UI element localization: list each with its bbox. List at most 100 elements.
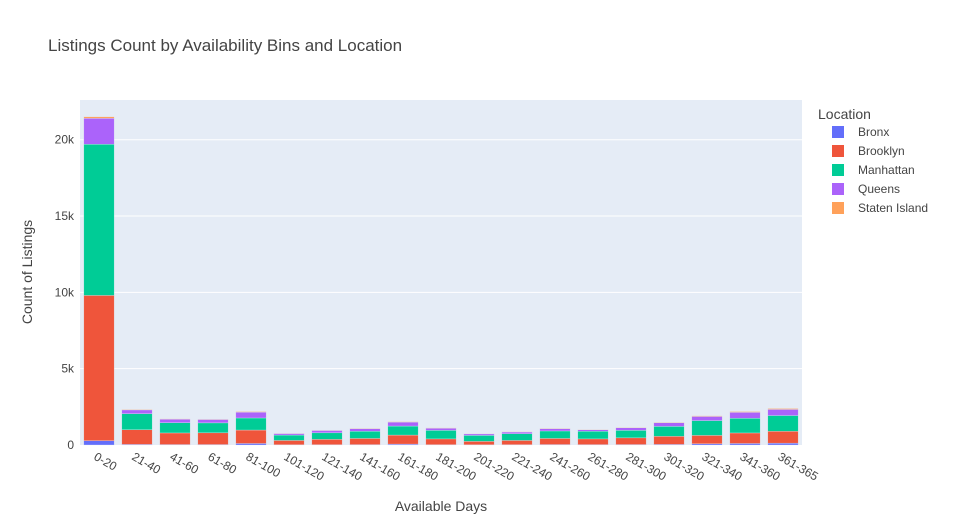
- bar-staten-island-81-100[interactable]: [236, 412, 266, 413]
- bar-queens-281-300[interactable]: [616, 428, 646, 431]
- bar-brooklyn-181-200[interactable]: [426, 439, 456, 445]
- bar-manhattan-161-180[interactable]: [388, 426, 418, 435]
- bar-manhattan-261-280[interactable]: [578, 431, 608, 439]
- x-tick-label: 161-180: [396, 449, 441, 483]
- bar-staten-island-0-20[interactable]: [84, 117, 114, 119]
- bar-queens-221-240[interactable]: [502, 432, 532, 434]
- bar-queens-241-260[interactable]: [540, 429, 570, 431]
- bar-manhattan-321-340[interactable]: [692, 421, 722, 436]
- x-tick-label: 301-320: [662, 449, 707, 483]
- bar-manhattan-341-360[interactable]: [730, 418, 760, 433]
- bar-brooklyn-261-280[interactable]: [578, 439, 608, 445]
- y-tick-label: 20k: [55, 133, 75, 147]
- legend-title: Location: [818, 106, 871, 122]
- bar-queens-181-200[interactable]: [426, 428, 456, 430]
- legend-swatch[interactable]: [832, 183, 844, 195]
- bar-queens-341-360[interactable]: [730, 412, 760, 418]
- bar-manhattan-121-140[interactable]: [312, 433, 342, 440]
- x-tick-label: 61-80: [206, 449, 240, 477]
- legend-item[interactable]: Queens: [858, 182, 900, 196]
- bar-brooklyn-301-320[interactable]: [654, 436, 684, 444]
- bar-manhattan-201-220[interactable]: [464, 435, 494, 441]
- bar-brooklyn-341-360[interactable]: [730, 433, 760, 444]
- x-tick-label: 321-340: [700, 449, 745, 483]
- x-tick-label: 201-220: [472, 449, 517, 483]
- x-tick-label: 0-20: [92, 449, 120, 473]
- bar-queens-41-60[interactable]: [160, 419, 190, 423]
- legend-swatch[interactable]: [832, 202, 844, 214]
- legend-item[interactable]: Brooklyn: [858, 144, 905, 158]
- bar-manhattan-141-160[interactable]: [350, 431, 380, 438]
- bar-queens-361-365[interactable]: [768, 409, 798, 415]
- bar-brooklyn-241-260[interactable]: [540, 438, 570, 444]
- x-tick-label: 141-160: [358, 449, 403, 483]
- bar-brooklyn-101-120[interactable]: [274, 440, 304, 444]
- bar-brooklyn-361-365[interactable]: [768, 431, 798, 443]
- legend-swatch[interactable]: [832, 145, 844, 157]
- bar-bronx-0-20[interactable]: [84, 441, 114, 445]
- bar-manhattan-181-200[interactable]: [426, 430, 456, 439]
- bar-queens-61-80[interactable]: [198, 420, 228, 423]
- plot-area: [80, 100, 802, 445]
- y-tick-label: 5k: [61, 362, 75, 376]
- bar-brooklyn-121-140[interactable]: [312, 439, 342, 444]
- bar-manhattan-301-320[interactable]: [654, 426, 684, 436]
- x-tick-label: 41-60: [168, 449, 202, 477]
- bar-manhattan-241-260[interactable]: [540, 431, 570, 438]
- bar-manhattan-81-100[interactable]: [236, 418, 266, 430]
- x-tick-label: 241-260: [548, 449, 593, 483]
- bar-queens-21-40[interactable]: [122, 410, 152, 414]
- bar-manhattan-101-120[interactable]: [274, 435, 304, 440]
- bar-staten-island-321-340[interactable]: [692, 416, 722, 417]
- bar-queens-81-100[interactable]: [236, 412, 266, 418]
- bar-manhattan-41-60[interactable]: [160, 423, 190, 433]
- x-tick-label: 101-120: [282, 449, 327, 483]
- x-axis-title: Available Days: [395, 498, 487, 514]
- x-tick-label: 221-240: [510, 449, 555, 483]
- bar-bronx-361-365[interactable]: [768, 443, 798, 445]
- x-tick-label: 281-300: [624, 449, 669, 483]
- bar-brooklyn-161-180[interactable]: [388, 435, 418, 444]
- bar-queens-121-140[interactable]: [312, 430, 342, 432]
- bar-queens-161-180[interactable]: [388, 422, 418, 426]
- y-tick-label: 15k: [55, 209, 75, 223]
- x-tick-label: 181-200: [434, 449, 479, 483]
- bar-queens-301-320[interactable]: [654, 423, 684, 427]
- x-tick-label: 81-100: [244, 449, 284, 480]
- bar-brooklyn-81-100[interactable]: [236, 430, 266, 443]
- bar-queens-141-160[interactable]: [350, 429, 380, 432]
- legend-swatch[interactable]: [832, 164, 844, 176]
- bar-queens-321-340[interactable]: [692, 416, 722, 420]
- y-tick-label: 0: [67, 438, 74, 452]
- legend-item[interactable]: Bronx: [858, 125, 889, 139]
- bar-brooklyn-221-240[interactable]: [502, 440, 532, 444]
- bar-brooklyn-21-40[interactable]: [122, 430, 152, 445]
- bar-brooklyn-141-160[interactable]: [350, 438, 380, 444]
- legend-item[interactable]: Manhattan: [858, 163, 915, 177]
- legend-swatch[interactable]: [832, 126, 844, 138]
- bar-manhattan-61-80[interactable]: [198, 423, 228, 433]
- bar-brooklyn-41-60[interactable]: [160, 433, 190, 445]
- bar-staten-island-361-365[interactable]: [768, 409, 798, 410]
- x-tick-label: 121-140: [320, 449, 365, 483]
- bar-brooklyn-281-300[interactable]: [616, 438, 646, 445]
- bar-queens-0-20[interactable]: [84, 118, 114, 144]
- bar-staten-island-341-360[interactable]: [730, 412, 760, 413]
- y-tick-label: 10k: [55, 285, 75, 299]
- bar-brooklyn-61-80[interactable]: [198, 433, 228, 445]
- bar-brooklyn-201-220[interactable]: [464, 441, 494, 444]
- legend-item[interactable]: Staten Island: [858, 201, 928, 215]
- bar-brooklyn-321-340[interactable]: [692, 435, 722, 443]
- bar-manhattan-281-300[interactable]: [616, 430, 646, 437]
- x-tick-label: 261-280: [586, 449, 631, 483]
- x-tick-label: 21-40: [130, 449, 164, 477]
- chart-title: Listings Count by Availability Bins and …: [48, 36, 402, 55]
- y-axis-title: Count of Listings: [19, 220, 35, 324]
- bar-manhattan-361-365[interactable]: [768, 416, 798, 432]
- bar-brooklyn-0-20[interactable]: [84, 295, 114, 440]
- bar-manhattan-221-240[interactable]: [502, 434, 532, 441]
- bar-manhattan-21-40[interactable]: [122, 414, 152, 430]
- bar-manhattan-0-20[interactable]: [84, 144, 114, 295]
